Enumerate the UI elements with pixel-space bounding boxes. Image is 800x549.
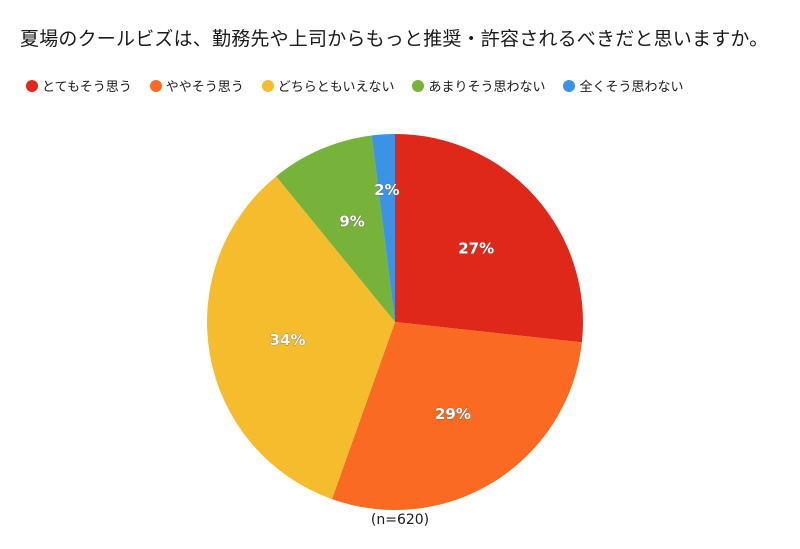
legend-item: あまりそう思わない: [412, 76, 545, 95]
pie-slice: [276, 135, 395, 322]
legend-item: どちらともいえない: [261, 76, 395, 95]
legend-item: とてもそう思う: [26, 76, 132, 95]
legend: とてもそう思う ややそう思う どちらともいえない あまりそう思わない 全くそう思…: [26, 76, 684, 95]
pie-slice: [331, 322, 582, 510]
slice-label: 2%: [374, 181, 399, 199]
legend-label: どちらともいえない: [277, 80, 395, 95]
legend-swatch: [149, 79, 162, 92]
pie-slice: [395, 134, 583, 343]
legend-swatch: [26, 79, 38, 92]
legend-item: ややそう思う: [149, 76, 244, 95]
pie-slice: [206, 176, 395, 500]
slice-label: 29%: [435, 405, 471, 423]
legend-label: ややそう思う: [165, 80, 244, 95]
slice-label: 9%: [339, 212, 364, 230]
legend-swatch: [412, 79, 425, 92]
legend-label: とてもそう思う: [42, 80, 132, 95]
legend-swatch: [563, 79, 576, 92]
legend-swatch: [261, 79, 274, 92]
legend-item: 全くそう思わない: [563, 76, 684, 95]
slice-label: 27%: [458, 240, 494, 258]
pie-slice: [371, 134, 395, 322]
slice-label: 34%: [270, 331, 306, 349]
chart-title: 夏場のクールビズは、勤務先や上司からもっと推奨・許容されるべきだと思いますか。: [20, 28, 769, 50]
sample-size-note: (n=620): [370, 512, 430, 528]
legend-label: あまりそう思わない: [428, 80, 546, 95]
legend-label: 全くそう思わない: [579, 80, 684, 95]
